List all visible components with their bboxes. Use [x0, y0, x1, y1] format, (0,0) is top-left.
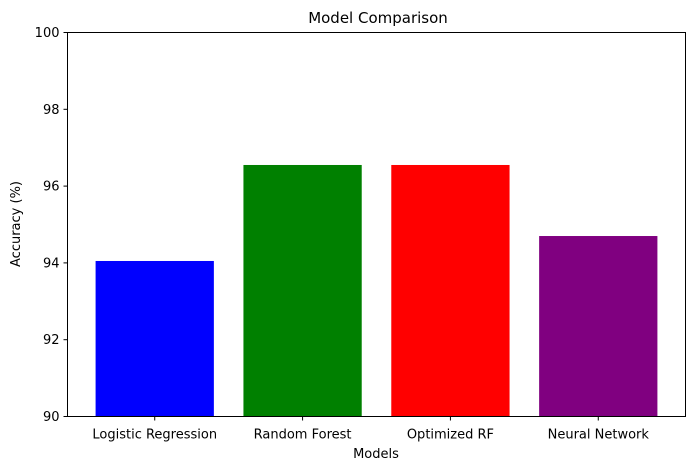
x-tick-label: Neural Network — [548, 428, 650, 443]
bar-neural-network — [539, 236, 658, 417]
y-tick-label: 98 — [43, 103, 60, 118]
x-tick-label: Random Forest — [254, 428, 352, 443]
y-tick-label: 96 — [43, 180, 60, 195]
x-tick-label: Optimized RF — [407, 428, 494, 443]
y-axis-label: Accuracy (%) — [9, 181, 24, 267]
y-axis-ticks: 90 92 94 96 98 100 — [35, 26, 68, 425]
x-tick-label: Logistic Regression — [92, 428, 217, 443]
plot-frame — [67, 32, 686, 417]
y-tick-label: 94 — [43, 256, 60, 271]
bar-logistic-regression — [95, 260, 214, 417]
bar-optimized-rf — [391, 164, 510, 417]
bar-random-forest — [243, 164, 362, 417]
chart-title: Model Comparison — [308, 9, 448, 27]
y-tick-label: 100 — [35, 26, 60, 41]
x-axis-label: Models — [353, 447, 399, 462]
y-tick-label: 90 — [43, 410, 60, 425]
y-tick-label: 92 — [43, 333, 60, 348]
x-axis-ticks: Logistic Regression Random Forest Optimize… — [92, 416, 650, 443]
bars-layer — [95, 164, 658, 417]
